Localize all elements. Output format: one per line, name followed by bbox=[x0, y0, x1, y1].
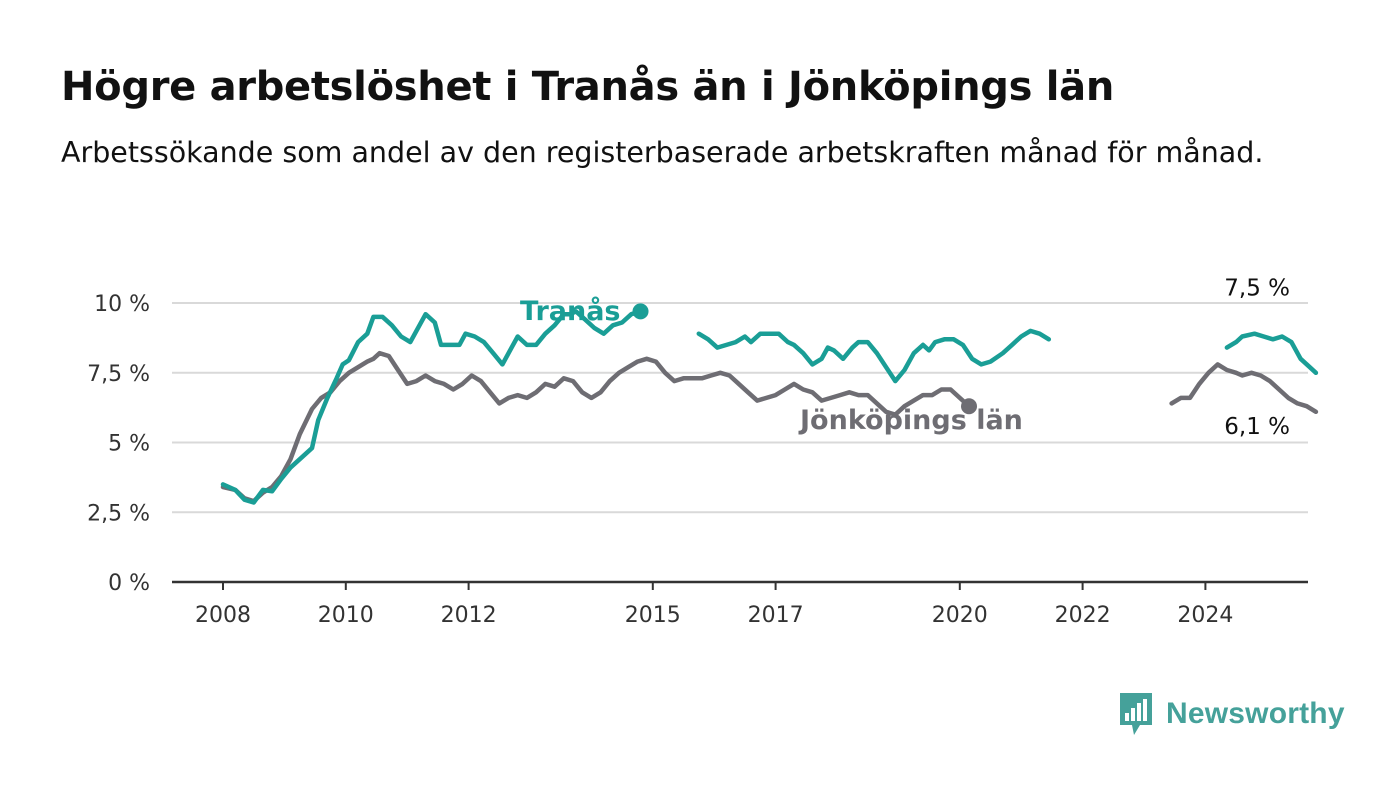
end-label-jonkoping: 6,1 % bbox=[1224, 414, 1290, 440]
y-tick-label: 0 % bbox=[108, 571, 150, 596]
x-tick-label: 2015 bbox=[625, 603, 681, 628]
x-tick-label: 2012 bbox=[441, 603, 497, 628]
series-line-jonkoping bbox=[220, 350, 972, 504]
x-tick-label: 2010 bbox=[318, 603, 374, 628]
end-label-tranas: 7,5 % bbox=[1224, 275, 1290, 301]
x-tick-label: 2020 bbox=[932, 603, 988, 628]
chart-subtitle: Arbetssökande som andel av den registerb… bbox=[61, 136, 1264, 169]
newsworthy-logo[interactable]: Newsworthy bbox=[1118, 690, 1345, 738]
brand-name: Newsworthy bbox=[1166, 697, 1345, 730]
x-tick-label: 2017 bbox=[748, 603, 804, 628]
series-line-tranas bbox=[696, 328, 1052, 384]
x-tick-label: 2022 bbox=[1055, 603, 1111, 628]
x-tick-label: 2008 bbox=[195, 603, 251, 628]
newsworthy-logo-icon bbox=[1118, 691, 1154, 737]
end-marker-tranas bbox=[632, 303, 649, 320]
x-tick-label: 2024 bbox=[1177, 603, 1233, 628]
y-tick-label: 2,5 % bbox=[87, 501, 150, 526]
y-tick-label: 7,5 % bbox=[87, 362, 150, 387]
series-line-jonkoping bbox=[1169, 362, 1319, 415]
series-line-tranas bbox=[1224, 331, 1319, 376]
series-label-jonkoping: Jönköpings län bbox=[798, 405, 1023, 436]
y-tick-label: 5 % bbox=[108, 432, 150, 457]
end-marker-jonkoping bbox=[961, 398, 978, 415]
y-tick-label: 10 % bbox=[94, 292, 150, 317]
series-line-tranas bbox=[220, 309, 643, 505]
series-label-tranas: Tranås bbox=[520, 295, 621, 327]
chart-title: Högre arbetslöshet i Tranås än i Jönköpi… bbox=[61, 64, 1115, 110]
